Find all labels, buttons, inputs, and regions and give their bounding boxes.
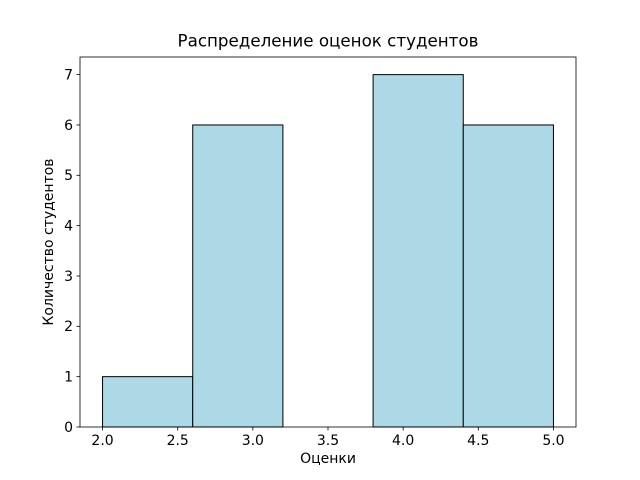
y-axis-label: Количество студентов [41, 158, 57, 325]
axes-layer: 2.0 2.5 3.0 3.5 4.0 4.5 5.0 0 1 2 3 4 5 6 7 [64, 56, 577, 449]
x-axis-label: Оценки [300, 451, 356, 467]
y-tick-label: 7 [64, 67, 73, 83]
histogram-bar [192, 124, 284, 428]
y-tick-label: 3 [64, 269, 73, 285]
chart-title: Распределение оценок студентов [178, 31, 479, 51]
x-tick-label: 2.0 [91, 433, 113, 449]
histogram-bar [462, 124, 554, 428]
x-tick-label: 5.0 [542, 433, 564, 449]
histogram-bar [102, 376, 194, 428]
y-tick-label: 6 [64, 118, 73, 134]
y-tick-label: 5 [64, 168, 73, 184]
y-tick-label: 1 [64, 369, 73, 385]
histogram-bar [372, 74, 464, 428]
y-tick-label: 0 [64, 420, 73, 436]
x-tick-label: 3.0 [242, 433, 264, 449]
x-tick-label: 3.5 [317, 433, 339, 449]
y-tick-label: 2 [64, 319, 73, 335]
bars-layer [102, 74, 554, 428]
x-tick-label: 2.5 [167, 433, 189, 449]
x-tick-label: 4.5 [467, 433, 489, 449]
x-tick-label: 4.0 [392, 433, 414, 449]
y-tick-label: 4 [64, 218, 73, 234]
